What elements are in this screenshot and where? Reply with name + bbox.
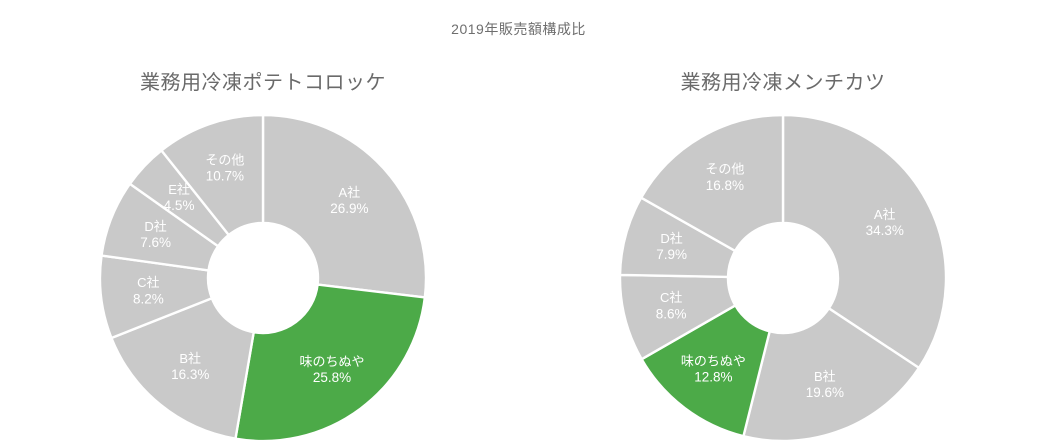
slice-label-group: D社7.9%	[656, 231, 687, 262]
slice-label-group: その他 10.7%	[205, 152, 244, 183]
donut-slice[interactable]	[159, 113, 265, 237]
slice-label-name: 味のちぬや	[300, 354, 365, 369]
chart-title-right: 業務用冷凍メンチカツ	[680, 72, 886, 94]
slice-label-value: 10.7%	[206, 169, 244, 184]
slice-label-value: 25.8%	[313, 370, 351, 385]
slice-label-name: D社	[144, 219, 166, 234]
donut-slice[interactable]	[781, 113, 948, 370]
slice-label-name: A社	[874, 207, 896, 222]
slice-label-value: 16.3%	[171, 367, 209, 382]
slice-label-name: C社	[137, 275, 159, 290]
slice-label-name: B社	[179, 351, 201, 366]
slice-label-group: C社8.6%	[656, 290, 687, 321]
slice-label-value: 7.6%	[140, 235, 171, 250]
donut-slice[interactable]	[261, 113, 428, 299]
slice-label-group: E社4.5%	[164, 182, 195, 213]
slice-label-group: D社7.6%	[140, 219, 171, 250]
slice-label-name: D社	[660, 231, 682, 246]
slice-label-name: B社	[814, 369, 836, 384]
donut-slice[interactable]	[742, 306, 921, 443]
slice-label-group: C社8.2%	[133, 275, 164, 306]
slice-label-name: その他	[705, 162, 744, 177]
donut-slice[interactable]	[109, 296, 256, 441]
slice-label-name: A社	[339, 185, 361, 200]
slice-label-value: 19.6%	[806, 385, 844, 400]
chart-title-left: 業務用冷凍ポテトコロッケ	[140, 72, 386, 94]
donut-svg: A社34.3%B社19.6%味のちぬや12.8%C社8.6%D社7.9%その他1…	[618, 113, 948, 443]
slice-label-value: 12.8%	[694, 370, 732, 385]
donut-chart-potato-croquette: A社 26.9% 味のちぬや 25.8% B社 16.3% C社 8.2% D社 7.6% E社 4.…	[97, 112, 429, 444]
slice-label-value: 26.9%	[330, 201, 368, 216]
page-title: 2019年販売額構成比	[451, 21, 586, 37]
slice-label-value: 8.6%	[656, 306, 687, 321]
donut-slice[interactable]	[639, 113, 785, 253]
slice-label-value: 4.5%	[164, 198, 195, 213]
donut-slice[interactable]	[640, 303, 772, 438]
slice-label-name: E社	[168, 182, 190, 197]
slice-label-name: その他	[205, 152, 244, 167]
slice-label-value: 16.8%	[706, 178, 744, 193]
donut-chart-menchikatsu: A社 34.3% B社 19.6% 味のちぬや 12.8% C社 8.6% D社 7.9% その他 1…	[617, 112, 949, 444]
slice-label-value: 7.9%	[656, 247, 687, 262]
slice-label-name: C社	[660, 290, 682, 305]
slice-label-value: 34.3%	[866, 223, 904, 238]
donut-slice[interactable]	[234, 283, 427, 443]
slice-label-name: 味のちぬや	[681, 354, 746, 369]
slice-label-value: 8.2%	[133, 291, 164, 306]
